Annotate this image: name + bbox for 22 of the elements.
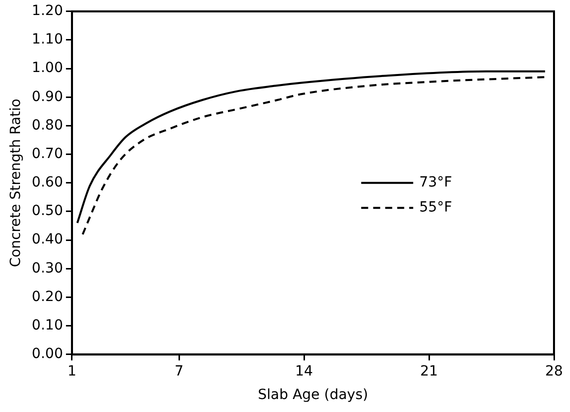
y-tick-label: 0.20 [32,288,63,305]
y-tick-label: 1.20 [32,3,63,20]
x-tick-label: 21 [420,363,438,380]
x-tick-label: 7 [174,363,184,380]
y-tick-label: 0.80 [32,117,63,134]
y-tick-label: 0.30 [32,260,63,276]
legend-label: 73°F [419,174,452,191]
legend-label: 55°F [419,200,452,216]
y-tick-label: 1.00 [32,60,63,76]
x-axis-title: Slab Age (days) [258,387,368,404]
y-tick-label: 0.60 [32,174,63,191]
x-tick-label: 1 [68,363,76,380]
y-axis-title: Concrete Strength Ratio [8,98,24,268]
y-tick-label: 0.40 [32,232,63,248]
y-tick-label: 0.90 [32,88,63,105]
x-tick-label: 28 [545,363,563,380]
y-tick-label: 1.10 [32,32,63,48]
y-tick-label: 0.70 [32,146,63,162]
y-tick-label: 0.50 [32,203,63,220]
y-tick-label: 0.00 [32,346,63,362]
x-tick-label: 14 [295,363,314,380]
y-tick-label: 0.10 [32,317,63,334]
